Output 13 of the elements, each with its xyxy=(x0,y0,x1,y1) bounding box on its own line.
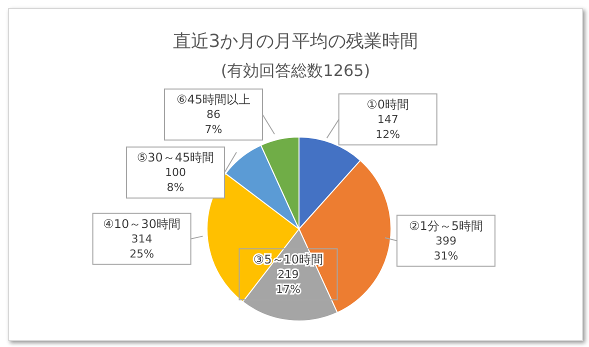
data-label: 219 17% xyxy=(276,268,300,296)
data-label: 314 25% xyxy=(130,232,154,260)
data-label: 399 31% xyxy=(434,234,458,262)
slice-label: ①0時間 xyxy=(366,97,410,112)
slice-label: ⑤30～45時間 xyxy=(136,150,214,165)
slice-label: ②1分～5時間 xyxy=(408,218,483,233)
slice-label: ⑥45時間以上 xyxy=(176,92,251,107)
data-label: 147 12% xyxy=(376,112,400,141)
data-label: 86 7% xyxy=(204,108,222,136)
chart-subtitle: (有効回答総数1265) xyxy=(220,61,372,82)
slice-label: ④10～30時間 xyxy=(103,216,180,231)
chart-title: 直近3か月の月平均の残業時間 xyxy=(172,30,420,53)
data-label: 100 8% xyxy=(164,166,186,194)
